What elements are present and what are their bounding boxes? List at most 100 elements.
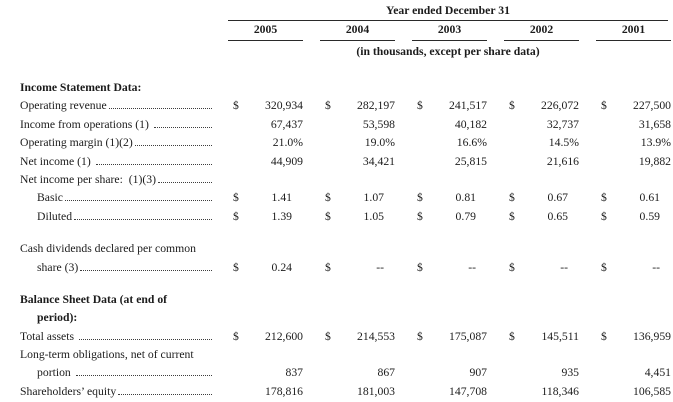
value-cell: 178,816 <box>228 383 303 401</box>
table-row: Diluted $1.39 $1.05 $0.79 $0.65 $0.59 <box>0 208 673 226</box>
table-title-row: Year ended December 31 <box>0 3 673 21</box>
dollar-sign: $ <box>325 260 331 274</box>
row-values: 44,909 34,421 25,815 21,616 19,882 <box>228 153 673 171</box>
dot-leader <box>80 269 212 271</box>
cell-value: 53,598 <box>362 117 395 131</box>
label-column-spacer <box>0 3 228 21</box>
year-column-header: 2002 <box>504 23 579 41</box>
table-row: Long-term obligations, net of current por… <box>0 346 673 383</box>
value-cell: $1.39 <box>228 208 303 226</box>
cell-value: 13.9% <box>640 136 671 150</box>
row-label: Operating revenue <box>0 97 228 115</box>
dollar-sign: $ <box>417 191 423 205</box>
cell-value: 175,087 <box>449 329 487 343</box>
cell-value: 837 <box>285 366 303 380</box>
value-cell: 21,616 <box>504 153 579 171</box>
cell-value: 147,708 <box>449 384 487 398</box>
row-label-line: Long-term obligations, net of current <box>20 346 213 364</box>
row-label-line: Basic <box>20 189 213 207</box>
cell-value: 40,182 <box>454 117 487 131</box>
year-column-headers: 2005 2004 2003 2002 2001 <box>228 23 671 41</box>
cell-value: 21.0% <box>272 136 303 150</box>
value-cell: 44,909 <box>228 153 303 171</box>
row-label-text: share (3) <box>37 260 79 274</box>
row-label: Diluted <box>0 208 228 226</box>
table-title: Year ended December 31 <box>228 3 668 21</box>
dollar-sign: $ <box>509 260 515 274</box>
row-label-line: Income from operations (1) <box>20 116 213 134</box>
value-cell: $136,959 <box>596 328 671 346</box>
dot-leader <box>134 145 212 147</box>
value-cell: 34,421 <box>320 153 395 171</box>
cell-value: 19.0% <box>364 136 395 150</box>
row-values: $1.39 $1.05 $0.79 $0.65 $0.59 <box>228 208 673 226</box>
row-label-text: Operating margin (1)(2) <box>20 136 133 150</box>
row-label-line: Net income (1) <box>20 153 213 171</box>
row-label-text: Income from operations (1) <box>20 117 152 131</box>
dot-leader <box>75 375 212 377</box>
value-cell: 19,882 <box>596 153 671 171</box>
value-cell: $227,500 <box>596 97 671 115</box>
dollar-sign: $ <box>601 209 607 223</box>
dot-leader <box>78 338 212 340</box>
value-cell <box>320 79 395 97</box>
row-label: Net income (1) <box>0 153 228 171</box>
value-cell: $ -- <box>320 259 395 277</box>
value-cell <box>504 79 579 97</box>
label-column-spacer <box>0 41 228 59</box>
value-cell: 31,658 <box>596 116 671 134</box>
cell-value: 226,072 <box>541 99 579 113</box>
value-cell: 21.0% <box>228 134 303 152</box>
cell-value: 0.67 <box>547 191 568 205</box>
value-cell: 19.0% <box>320 134 395 152</box>
value-cell: 106,585 <box>596 383 671 401</box>
cell-value: 21,616 <box>546 154 579 168</box>
row-values: $0.24 $ -- $ -- $ -- $ -- <box>228 259 673 277</box>
row-values: $212,600 $214,553 $175,087 $145,511 $136,959 <box>228 328 673 346</box>
row-label-text: Income Statement Data: <box>20 81 142 94</box>
cell-value: 136,959 <box>633 329 671 343</box>
dollar-sign: $ <box>325 191 331 205</box>
row-label: Income from operations (1) <box>0 116 228 134</box>
table-row: Net income per share: (1)(3) <box>0 171 673 189</box>
value-cell: $214,553 <box>320 328 395 346</box>
dollar-sign: $ <box>509 329 515 343</box>
year-header-row: 2005 2004 2003 2002 2001 <box>0 23 673 41</box>
value-cell: $0.61 <box>596 189 671 207</box>
row-label-line: Income Statement Data: <box>20 79 213 97</box>
dollar-sign: $ <box>233 329 239 343</box>
value-cell <box>228 79 303 97</box>
row-label-line: Shareholders’ equity <box>20 383 213 401</box>
row-label-text: Cash dividends declared per common <box>20 242 196 256</box>
value-cell: 67,437 <box>228 116 303 134</box>
value-cell: 837 <box>228 364 303 382</box>
row-label-line: Balance Sheet Data (at end of <box>20 291 213 309</box>
cell-value: 4,451 <box>644 366 671 380</box>
value-cell: 53,598 <box>320 116 395 134</box>
cell-value: -- <box>376 260 384 274</box>
dollar-sign: $ <box>509 99 515 113</box>
year-column-header: 2003 <box>412 23 487 41</box>
cell-value: -- <box>468 260 476 274</box>
table-row: Basic $1.41 $1.07 $0.81 $0.67 $0.61 <box>0 189 673 207</box>
row-label: Total assets <box>0 328 228 346</box>
value-cell: $0.65 <box>504 208 579 226</box>
value-cell: $320,934 <box>228 97 303 115</box>
value-cell: $0.81 <box>412 189 487 207</box>
table-row: Income from operations (1) 67,437 53,598 4… <box>0 116 673 134</box>
row-values <box>228 171 673 189</box>
value-cell: $226,072 <box>504 97 579 115</box>
value-cell <box>596 309 671 327</box>
value-cell <box>228 171 303 189</box>
dot-leader <box>64 200 212 202</box>
dollar-sign: $ <box>601 99 607 113</box>
dollar-sign: $ <box>417 209 423 223</box>
table-row: Net income (1) 44,909 34,421 25,815 21,616 1… <box>0 153 673 171</box>
value-cell: 40,182 <box>412 116 487 134</box>
row-values: $320,934 $282,197 $241,517 $226,072 $227,500 <box>228 97 673 115</box>
row-values: 21.0% 19.0% 16.6% 14.5% 13.9% <box>228 134 673 152</box>
value-cell: $ -- <box>596 259 671 277</box>
table-subtitle-row: (in thousands, except per share data) <box>0 41 673 59</box>
dollar-sign: $ <box>325 329 331 343</box>
